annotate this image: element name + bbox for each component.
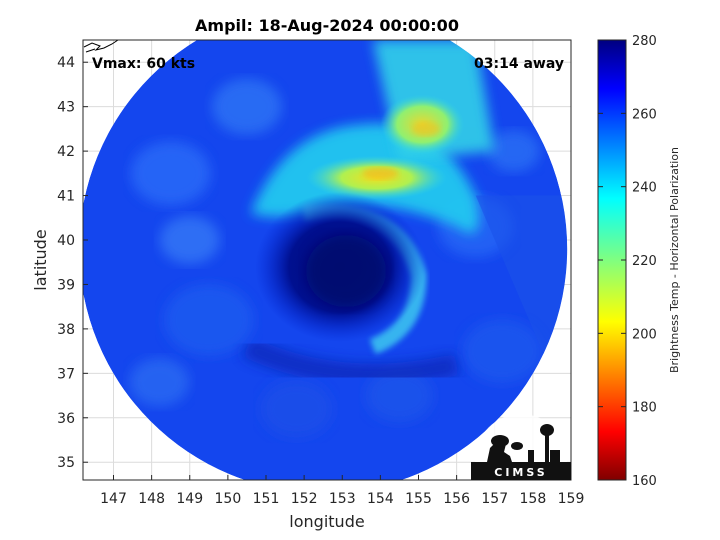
coastline (83, 40, 119, 53)
y-tick-label: 39 (57, 277, 75, 293)
x-tick-label: 155 (405, 491, 432, 507)
colorbar-tick-label: 260 (632, 107, 657, 122)
x-axis-label: longitude (289, 512, 364, 531)
time-away-annotation: 03:14 away (474, 56, 564, 72)
y-tick-label: 38 (57, 322, 75, 338)
warm-core (362, 167, 399, 180)
colorbar-tick-label: 280 (632, 34, 657, 49)
x-tick-label: 148 (138, 491, 165, 507)
x-tick-label: 153 (329, 491, 356, 507)
y-tick-label: 44 (57, 55, 75, 71)
x-tick-label: 149 (176, 491, 203, 507)
field-texture (163, 284, 254, 356)
y-tick-label: 37 (57, 366, 75, 382)
chart-title: Ampil: 18-Aug-2024 00:00:00 (195, 16, 459, 35)
field-texture (487, 130, 540, 172)
x-tick-label: 156 (443, 491, 470, 507)
colorbar-label: Brightness Temp - Horizontal Polarizatio… (668, 147, 681, 373)
logo-text: CIMSS (494, 466, 547, 479)
x-tick-label: 151 (253, 491, 280, 507)
y-tick-label: 35 (57, 455, 75, 471)
y-ticks: 35 36 37 38 39 40 41 42 43 44 (57, 55, 88, 471)
field-texture (130, 141, 211, 206)
colorbar-ticks: 160 180 200 220 240 260 280 (598, 34, 657, 489)
x-tick-label: 159 (558, 491, 585, 507)
y-axis-label: latitude (31, 229, 50, 290)
colorbar-tick-label: 200 (632, 327, 657, 342)
y-tick-label: 42 (57, 144, 75, 160)
x-tick-label: 154 (367, 491, 394, 507)
y-tick-label: 36 (57, 411, 75, 427)
x-tick-label: 152 (291, 491, 318, 507)
colorbar-tick-label: 240 (632, 181, 657, 196)
brightness-field (83, 40, 568, 480)
y-tick-label: 40 (57, 233, 75, 249)
x-ticks: 147 148 149 150 151 152 153 154 155 156 157 158 159 (100, 475, 584, 507)
field-texture (211, 78, 282, 135)
field-texture (159, 216, 220, 264)
colorbar-tick-label: 180 (632, 401, 657, 416)
x-tick-label: 157 (481, 491, 508, 507)
warm-core (412, 121, 441, 136)
x-tick-label: 158 (520, 491, 547, 507)
cimss-logo: CIMSS (471, 414, 571, 480)
field-texture (462, 319, 543, 384)
eye-core (306, 235, 387, 308)
spiral-arm (242, 336, 460, 386)
y-tick-label: 41 (57, 189, 75, 205)
field-texture (129, 358, 190, 407)
field-texture (260, 380, 333, 438)
x-tick-label: 147 (100, 491, 127, 507)
axes-frame (82, 39, 572, 481)
y-tick-label: 43 (57, 100, 75, 116)
colorbar-tick-label: 220 (632, 254, 657, 269)
vmax-annotation: Vmax: 60 kts (92, 56, 195, 72)
x-tick-label: 150 (215, 491, 242, 507)
colorbar-tick-label: 160 (632, 474, 657, 489)
